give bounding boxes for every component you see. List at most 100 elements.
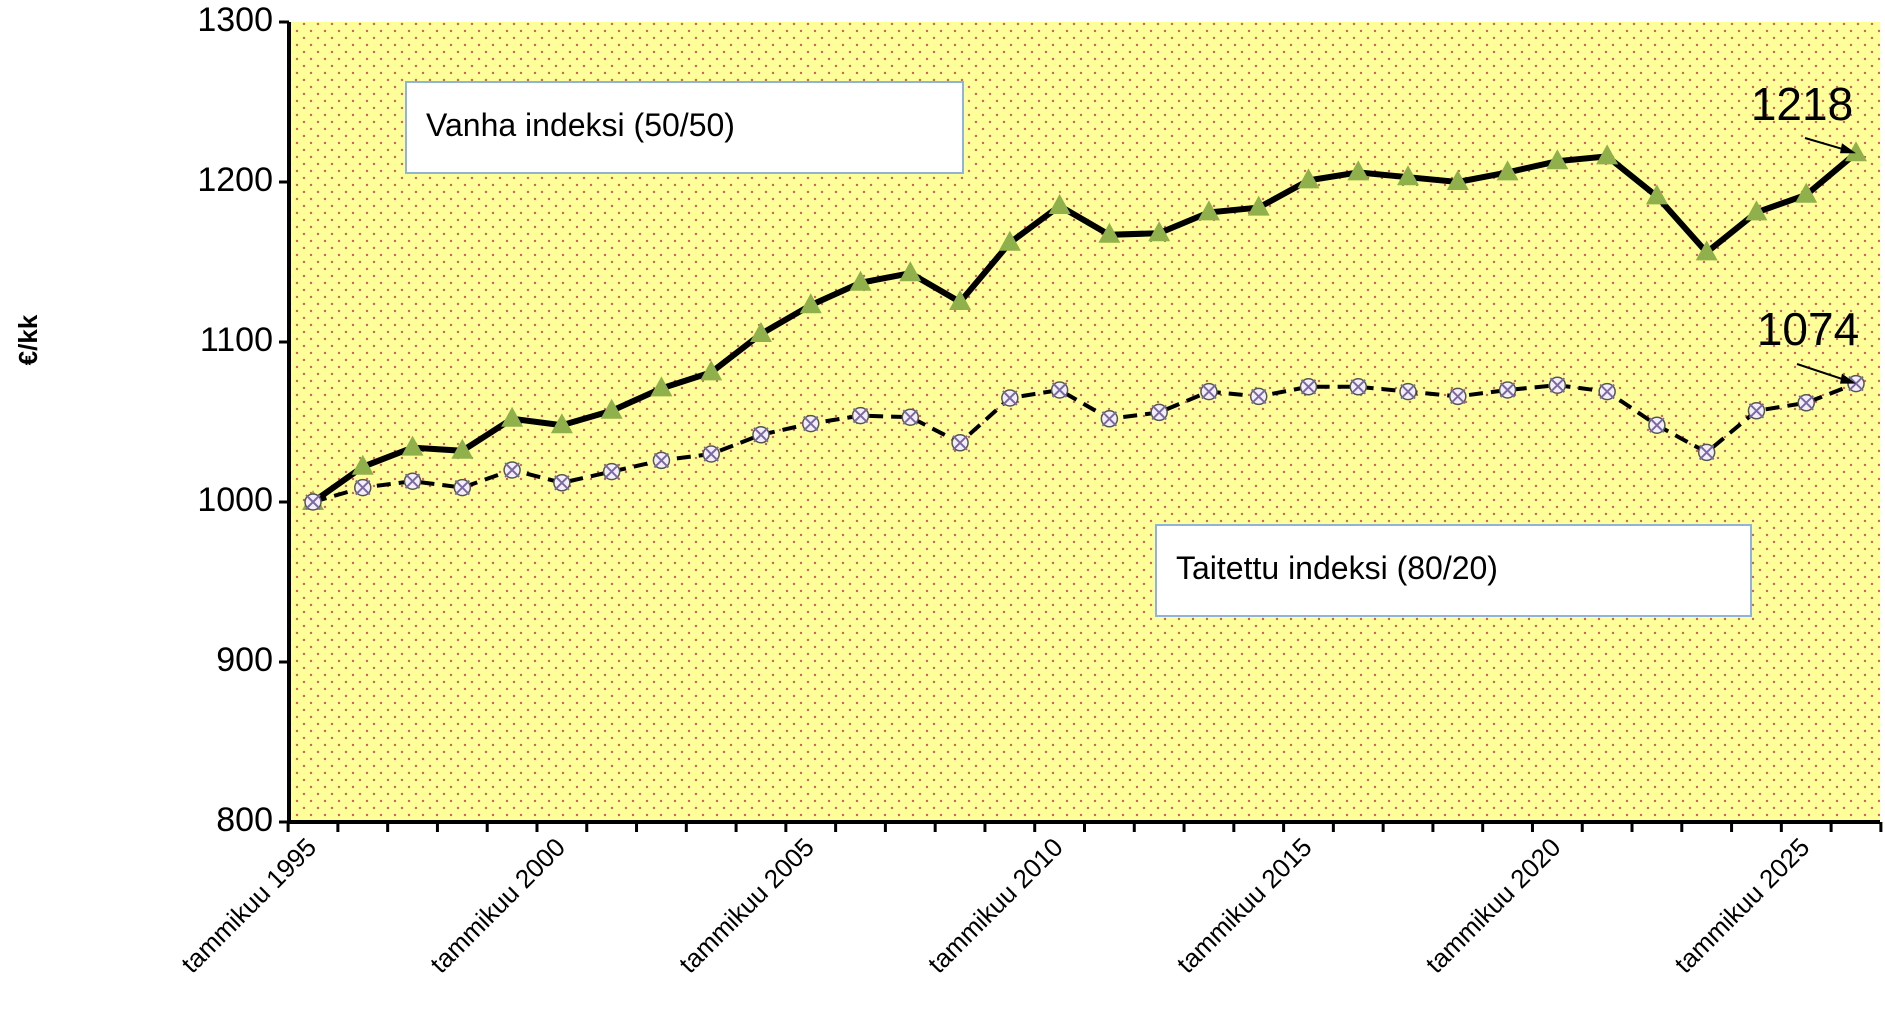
marker-cross	[852, 407, 869, 424]
triangle-marker	[949, 290, 972, 310]
series-line	[311, 150, 1858, 505]
arrow-head	[1840, 373, 1856, 384]
marker-cross	[653, 452, 670, 469]
cross-marker	[901, 408, 920, 426]
cross-marker	[1598, 382, 1616, 401]
marker-cross	[554, 475, 570, 491]
marker-cross	[1798, 395, 1814, 411]
cross-marker	[1050, 381, 1069, 399]
cross-marker	[702, 445, 720, 463]
marker-cross	[454, 479, 471, 496]
x-tick-label: tammikuu 2020	[1420, 832, 1567, 979]
triangle-marker	[351, 454, 374, 475]
marker-cross	[1748, 403, 1765, 419]
marker-cross	[1499, 382, 1516, 398]
marker-cross	[504, 462, 520, 478]
triangle-marker	[550, 413, 573, 434]
marker-cross	[803, 415, 819, 432]
cross-marker	[503, 461, 521, 479]
marker-cross	[1599, 383, 1615, 400]
cross-marker	[1249, 387, 1268, 406]
cross-marker	[354, 478, 372, 497]
y-tick-label: 1100	[200, 321, 273, 359]
triangle-marker	[1745, 200, 1768, 221]
cross-marker	[1349, 378, 1368, 396]
y-tick-label: 800	[216, 801, 273, 839]
triangle-marker	[501, 406, 524, 427]
triangle-marker	[1645, 184, 1668, 205]
marker-cross	[902, 409, 918, 425]
legend-label: Taitettu indeksi (80/20)	[1176, 550, 1498, 586]
marker-cross	[1151, 404, 1167, 421]
triangle-marker	[799, 293, 822, 314]
cross-marker	[1797, 394, 1815, 412]
y-tick-label: 1300	[197, 1, 273, 39]
cross-marker	[652, 451, 671, 470]
marker-cross	[1698, 444, 1715, 461]
legend-box	[1155, 524, 1752, 617]
x-tick-label: tammikuu 2005	[673, 832, 820, 979]
marker-cross	[1101, 411, 1118, 427]
triangle-marker	[998, 230, 1021, 251]
marker-cross	[305, 494, 321, 510]
triangle-marker	[1098, 222, 1121, 243]
marker-cross	[1051, 382, 1068, 398]
legend-label: Vanha indeksi (50/50)	[426, 107, 735, 143]
triangle-marker	[1695, 240, 1718, 261]
triangle-marker	[1496, 160, 1519, 181]
x-tick-label: tammikuu 2025	[1668, 832, 1815, 979]
marker-cross	[1251, 388, 1267, 405]
cross-marker	[1449, 387, 1467, 406]
cross-marker	[453, 478, 472, 497]
marker-cross	[1300, 379, 1317, 395]
cross-marker	[752, 426, 770, 444]
end-value-label: 1074	[1757, 303, 1859, 355]
cross-marker	[602, 462, 621, 481]
triangle-marker	[700, 360, 723, 381]
x-tick-label: tammikuu 2010	[922, 832, 1069, 979]
cross-marker	[1399, 382, 1417, 401]
triangle-marker	[650, 376, 673, 397]
marker-cross	[1549, 377, 1566, 393]
y-tick-label: 1200	[197, 161, 273, 199]
x-tick-label: tammikuu 1995	[175, 832, 322, 979]
cross-marker	[1548, 376, 1567, 394]
legend-box	[405, 81, 964, 174]
marker-cross	[1002, 390, 1018, 406]
cross-marker	[1299, 378, 1318, 396]
triangle-marker	[899, 261, 922, 282]
arrow-head	[1840, 143, 1856, 154]
triangle-marker	[1795, 182, 1818, 203]
triangle-marker	[849, 270, 872, 291]
cross-marker	[1697, 443, 1716, 462]
marker-cross	[404, 473, 421, 489]
triangle-marker	[1048, 194, 1071, 214]
marker-cross	[1350, 379, 1366, 395]
cross-marker	[1100, 410, 1119, 428]
triangle-marker	[1148, 221, 1171, 242]
marker-cross	[1400, 383, 1416, 400]
end-value-label: 1218	[1751, 78, 1853, 130]
cross-marker	[1498, 381, 1517, 399]
triangle-marker	[1446, 170, 1469, 190]
marker-cross	[753, 427, 769, 443]
cross-marker	[403, 472, 422, 490]
y-tick-label: 1000	[197, 481, 273, 519]
triangle-marker	[1347, 160, 1370, 181]
x-tick-label: tammikuu 2015	[1171, 832, 1318, 979]
cross-marker	[304, 493, 322, 511]
triangle-marker	[401, 435, 424, 456]
marker-cross	[1201, 383, 1217, 400]
cross-marker	[1001, 389, 1019, 407]
y-tick-label: 900	[216, 641, 273, 679]
triangle-marker	[1845, 141, 1867, 162]
triangle-marker	[749, 322, 772, 342]
marker-cross	[355, 479, 371, 496]
cross-marker	[1150, 403, 1168, 422]
triangle-marker	[1546, 149, 1569, 170]
cross-marker	[1747, 402, 1766, 420]
marker-cross	[1450, 388, 1466, 405]
cross-marker	[1648, 416, 1666, 434]
cross-marker	[801, 414, 820, 433]
